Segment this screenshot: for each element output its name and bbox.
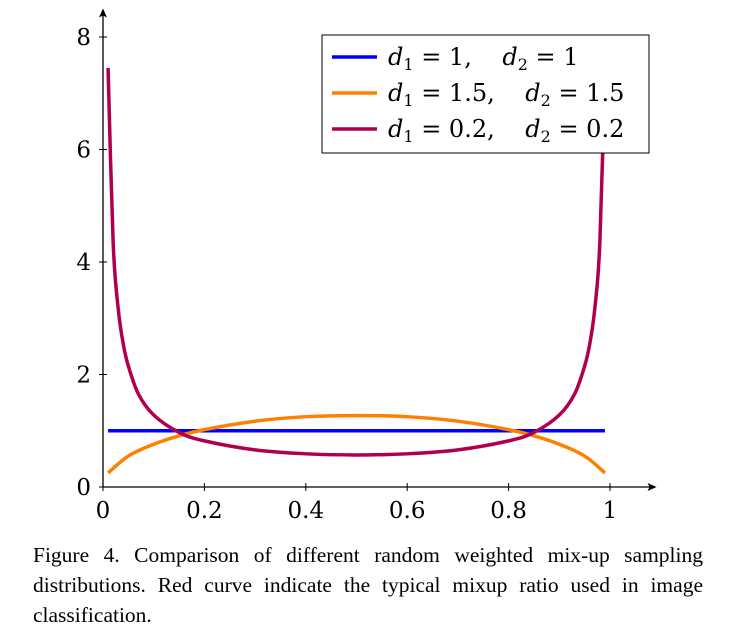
legend-entry-1: d1 = 1, d2 = 1: [388, 43, 579, 74]
legend: d1 = 1, d2 = 1 d1 = 1.5, d2 = 1.5 d1 = 0.2…: [321, 34, 650, 154]
tick-labels: 0 0.2 0.4 0.6 0.8 1 0 2 4 6 8: [76, 25, 617, 524]
series-line-2: [106, 413, 607, 475]
y-tick-label: 0: [76, 475, 91, 501]
legend-entry-3: d1 = 0.2, d2 = 0.2: [388, 115, 624, 146]
y-axis-arrow-icon: [99, 8, 107, 18]
axes: [99, 8, 657, 491]
y-tick-label: 2: [76, 363, 91, 389]
x-tick-label: 0.8: [490, 498, 527, 524]
legend-entry-2: d1 = 1.5, d2 = 1.5: [388, 79, 624, 110]
y-tick-label: 6: [76, 138, 91, 164]
plot-area: [106, 67, 607, 475]
y-tick-label: 8: [76, 25, 91, 51]
x-tick-label: 0.2: [186, 498, 223, 524]
series-line-3: [106, 67, 607, 457]
figure-caption: Figure 4. Comparison of different random…: [33, 543, 703, 627]
x-tick-label: 1: [603, 498, 618, 524]
x-tick-label: 0.4: [288, 498, 325, 524]
x-tick-label: 0.6: [389, 498, 426, 524]
y-tick-label: 4: [76, 250, 91, 276]
x-tick-label: 0: [96, 498, 111, 524]
x-axis-arrow-icon: [647, 483, 657, 491]
